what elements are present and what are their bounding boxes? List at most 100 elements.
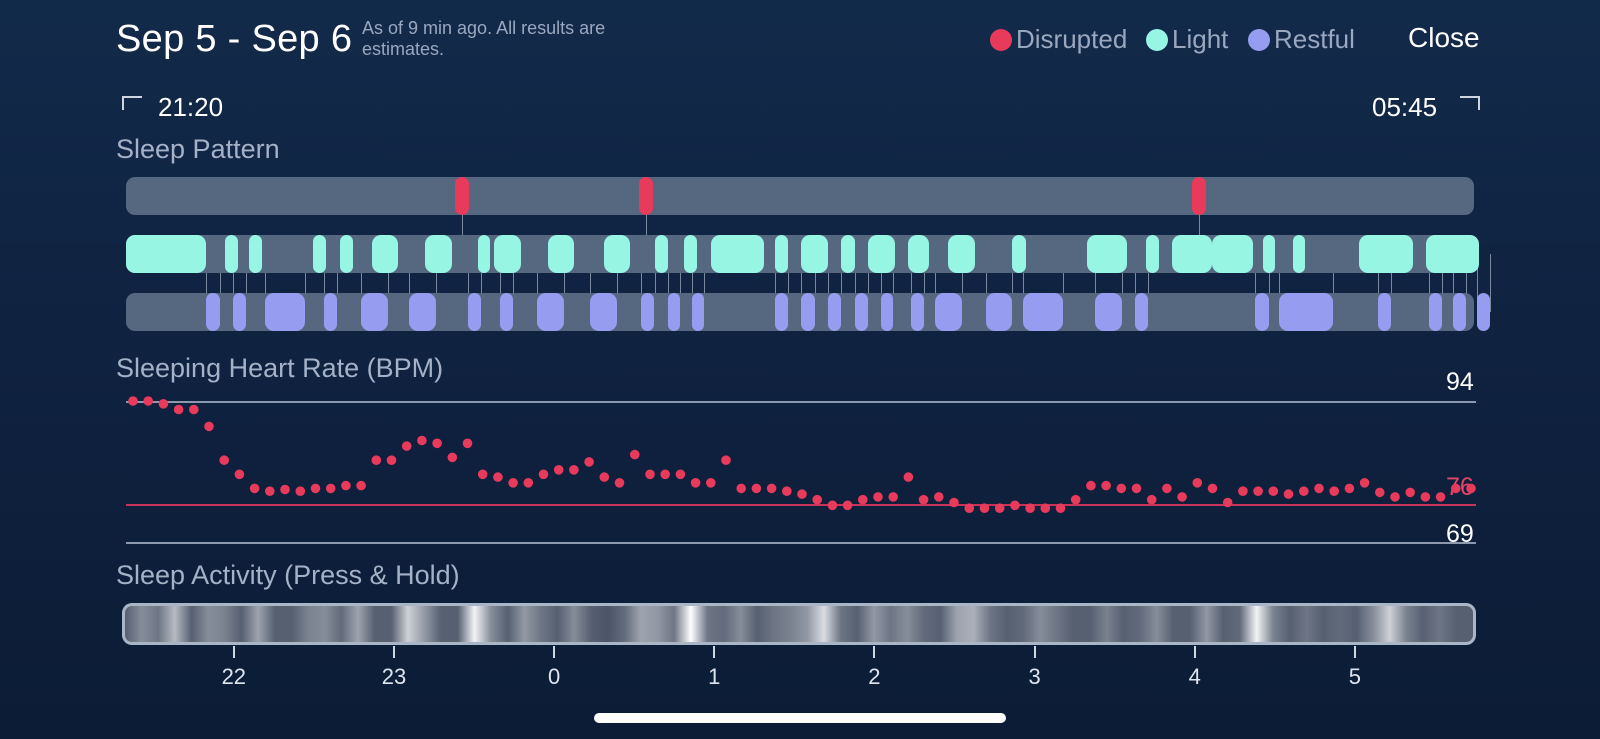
stage-connector bbox=[1377, 254, 1379, 312]
light-track[interactable] bbox=[126, 235, 1480, 273]
light-segment bbox=[710, 235, 765, 273]
stage-connector bbox=[1255, 254, 1257, 312]
stage-connector bbox=[1012, 254, 1014, 312]
stage-connector bbox=[910, 254, 912, 312]
stage-connector bbox=[814, 254, 816, 312]
legend-label: Restful bbox=[1274, 24, 1355, 54]
light-segment bbox=[126, 235, 207, 273]
hr-point bbox=[645, 469, 655, 480]
heart-rate-title: Sleeping Heart Rate (BPM) bbox=[116, 353, 444, 383]
stage-connector bbox=[679, 254, 681, 312]
hr-point bbox=[1375, 487, 1385, 498]
hr-point bbox=[1359, 478, 1370, 488]
home-indicator[interactable] bbox=[594, 713, 1006, 723]
page-title: Sep 5 - Sep 6 bbox=[116, 18, 353, 60]
sleep-activity-bar[interactable] bbox=[122, 603, 1476, 645]
restful-segment bbox=[801, 293, 815, 331]
light-segment bbox=[1145, 235, 1159, 273]
stage-connector bbox=[435, 254, 437, 312]
restful-segment bbox=[1094, 293, 1122, 331]
restful-segment bbox=[641, 293, 655, 331]
hr-point bbox=[128, 396, 138, 406]
hr-point bbox=[295, 486, 306, 496]
hr-point bbox=[675, 469, 686, 480]
hr-point bbox=[1405, 487, 1415, 498]
restful-segment bbox=[934, 293, 962, 331]
hr-point bbox=[1222, 497, 1233, 508]
hr-point bbox=[918, 494, 929, 505]
tick-mark bbox=[873, 646, 876, 658]
stage-connector bbox=[408, 254, 410, 312]
hr-point bbox=[949, 497, 959, 508]
hr-point bbox=[401, 441, 412, 451]
hr-point bbox=[432, 438, 442, 449]
restful-segment bbox=[537, 293, 564, 331]
stage-connector bbox=[617, 254, 619, 312]
hr-point bbox=[1177, 492, 1187, 502]
hr-point bbox=[477, 469, 488, 480]
light-segment bbox=[312, 235, 327, 273]
hr-point bbox=[1131, 483, 1142, 494]
hr-point bbox=[447, 452, 458, 463]
disrupted-track[interactable] bbox=[126, 177, 1474, 215]
hr-point bbox=[1116, 483, 1127, 494]
stage-connector bbox=[1022, 254, 1024, 312]
hr-point bbox=[690, 478, 701, 488]
light-segment bbox=[868, 235, 895, 273]
stage-connector bbox=[499, 254, 501, 312]
restful-dot-icon bbox=[1248, 28, 1270, 51]
hr-point bbox=[523, 478, 534, 488]
stage-connector bbox=[703, 254, 705, 312]
hr-point bbox=[812, 494, 822, 505]
hr-point bbox=[249, 483, 260, 494]
disrupted-segment bbox=[639, 177, 653, 215]
stage-connector bbox=[646, 196, 647, 254]
sleep-pattern-title: Sleep Pattern bbox=[116, 134, 280, 164]
tick-label: 5 bbox=[1348, 664, 1361, 689]
stage-connector bbox=[1121, 254, 1123, 312]
stage-connector bbox=[219, 254, 221, 312]
light-segment bbox=[371, 235, 399, 273]
stage-connector bbox=[667, 254, 669, 312]
stage-connector bbox=[961, 254, 963, 312]
restful-segment bbox=[691, 293, 704, 331]
hr-point bbox=[371, 455, 382, 465]
light-segment bbox=[1425, 235, 1480, 273]
hr-max-line bbox=[126, 401, 1476, 403]
hr-point bbox=[903, 472, 914, 482]
stage-connector bbox=[1476, 254, 1478, 312]
restful-segment bbox=[854, 293, 869, 331]
stage-connector bbox=[841, 254, 843, 312]
restful-segment bbox=[264, 293, 305, 331]
hr-point bbox=[1283, 489, 1294, 499]
hr-point bbox=[417, 435, 427, 446]
hr-point bbox=[1253, 486, 1263, 496]
hr-point bbox=[493, 472, 503, 482]
stage-connector bbox=[654, 254, 656, 312]
stage-connector bbox=[924, 254, 926, 312]
stage-connector bbox=[1332, 254, 1334, 312]
stage-connector bbox=[1428, 254, 1430, 312]
hr-point bbox=[234, 469, 245, 480]
hr-point bbox=[204, 421, 214, 432]
hr-point bbox=[979, 503, 990, 513]
hr-point bbox=[1162, 483, 1172, 494]
stage-connector bbox=[828, 254, 830, 312]
light-segment bbox=[339, 235, 353, 273]
restful-segment bbox=[667, 293, 680, 331]
hr-point bbox=[1268, 486, 1279, 496]
tick-mark bbox=[232, 646, 235, 658]
tick-label: 2 bbox=[868, 664, 881, 689]
hr-point bbox=[1420, 492, 1431, 502]
close-button[interactable]: Close bbox=[1408, 22, 1480, 53]
hr-point bbox=[462, 438, 473, 449]
heart-rate-chart[interactable] bbox=[0, 390, 1600, 560]
restful-track[interactable] bbox=[126, 293, 1490, 331]
hr-point bbox=[842, 500, 853, 511]
hr-point bbox=[751, 483, 762, 494]
stage-connector bbox=[563, 254, 565, 312]
light-segment bbox=[547, 235, 575, 273]
light-segment bbox=[1086, 235, 1127, 273]
hr-point bbox=[1329, 486, 1339, 496]
restful-segment bbox=[590, 293, 618, 331]
